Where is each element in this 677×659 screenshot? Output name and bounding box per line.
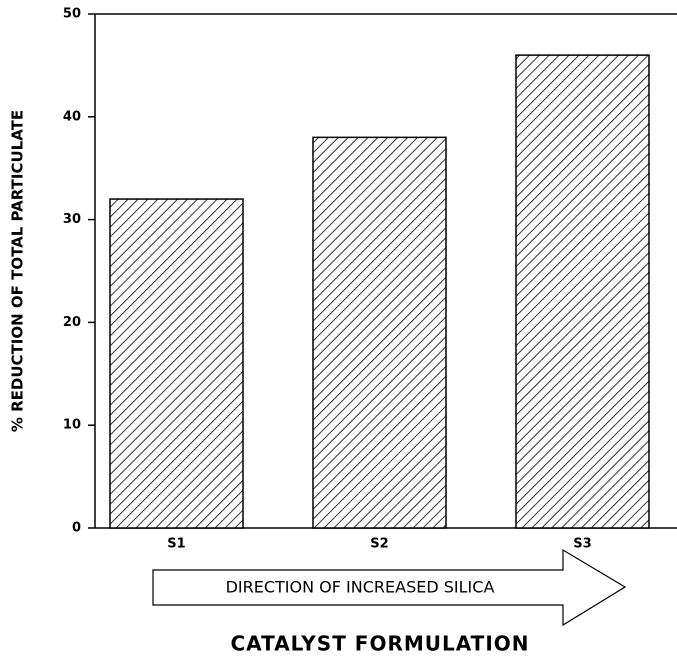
y-tick-label: 0 — [72, 521, 81, 536]
annotation: DIRECTION OF INCREASED SILICA — [226, 578, 495, 597]
annotation-arrow — [152, 548, 627, 627]
bar — [515, 54, 650, 529]
x-tick-label: S3 — [573, 537, 591, 552]
x-tick-label: S2 — [370, 537, 388, 552]
x-tick-label: S1 — [167, 537, 185, 552]
y-tick-label: 30 — [63, 212, 81, 227]
bar — [109, 198, 244, 529]
y-axis-label: % REDUCTION OF TOTAL PARTICULATE — [9, 110, 27, 432]
y-tick-label: 10 — [63, 418, 81, 433]
y-tick-label: 40 — [63, 109, 81, 124]
y-tick-label: 20 — [63, 315, 81, 330]
x-axis-label: CATALYST FORMULATION — [231, 632, 530, 656]
y-tick-label: 50 — [63, 7, 81, 22]
bar — [312, 136, 447, 529]
